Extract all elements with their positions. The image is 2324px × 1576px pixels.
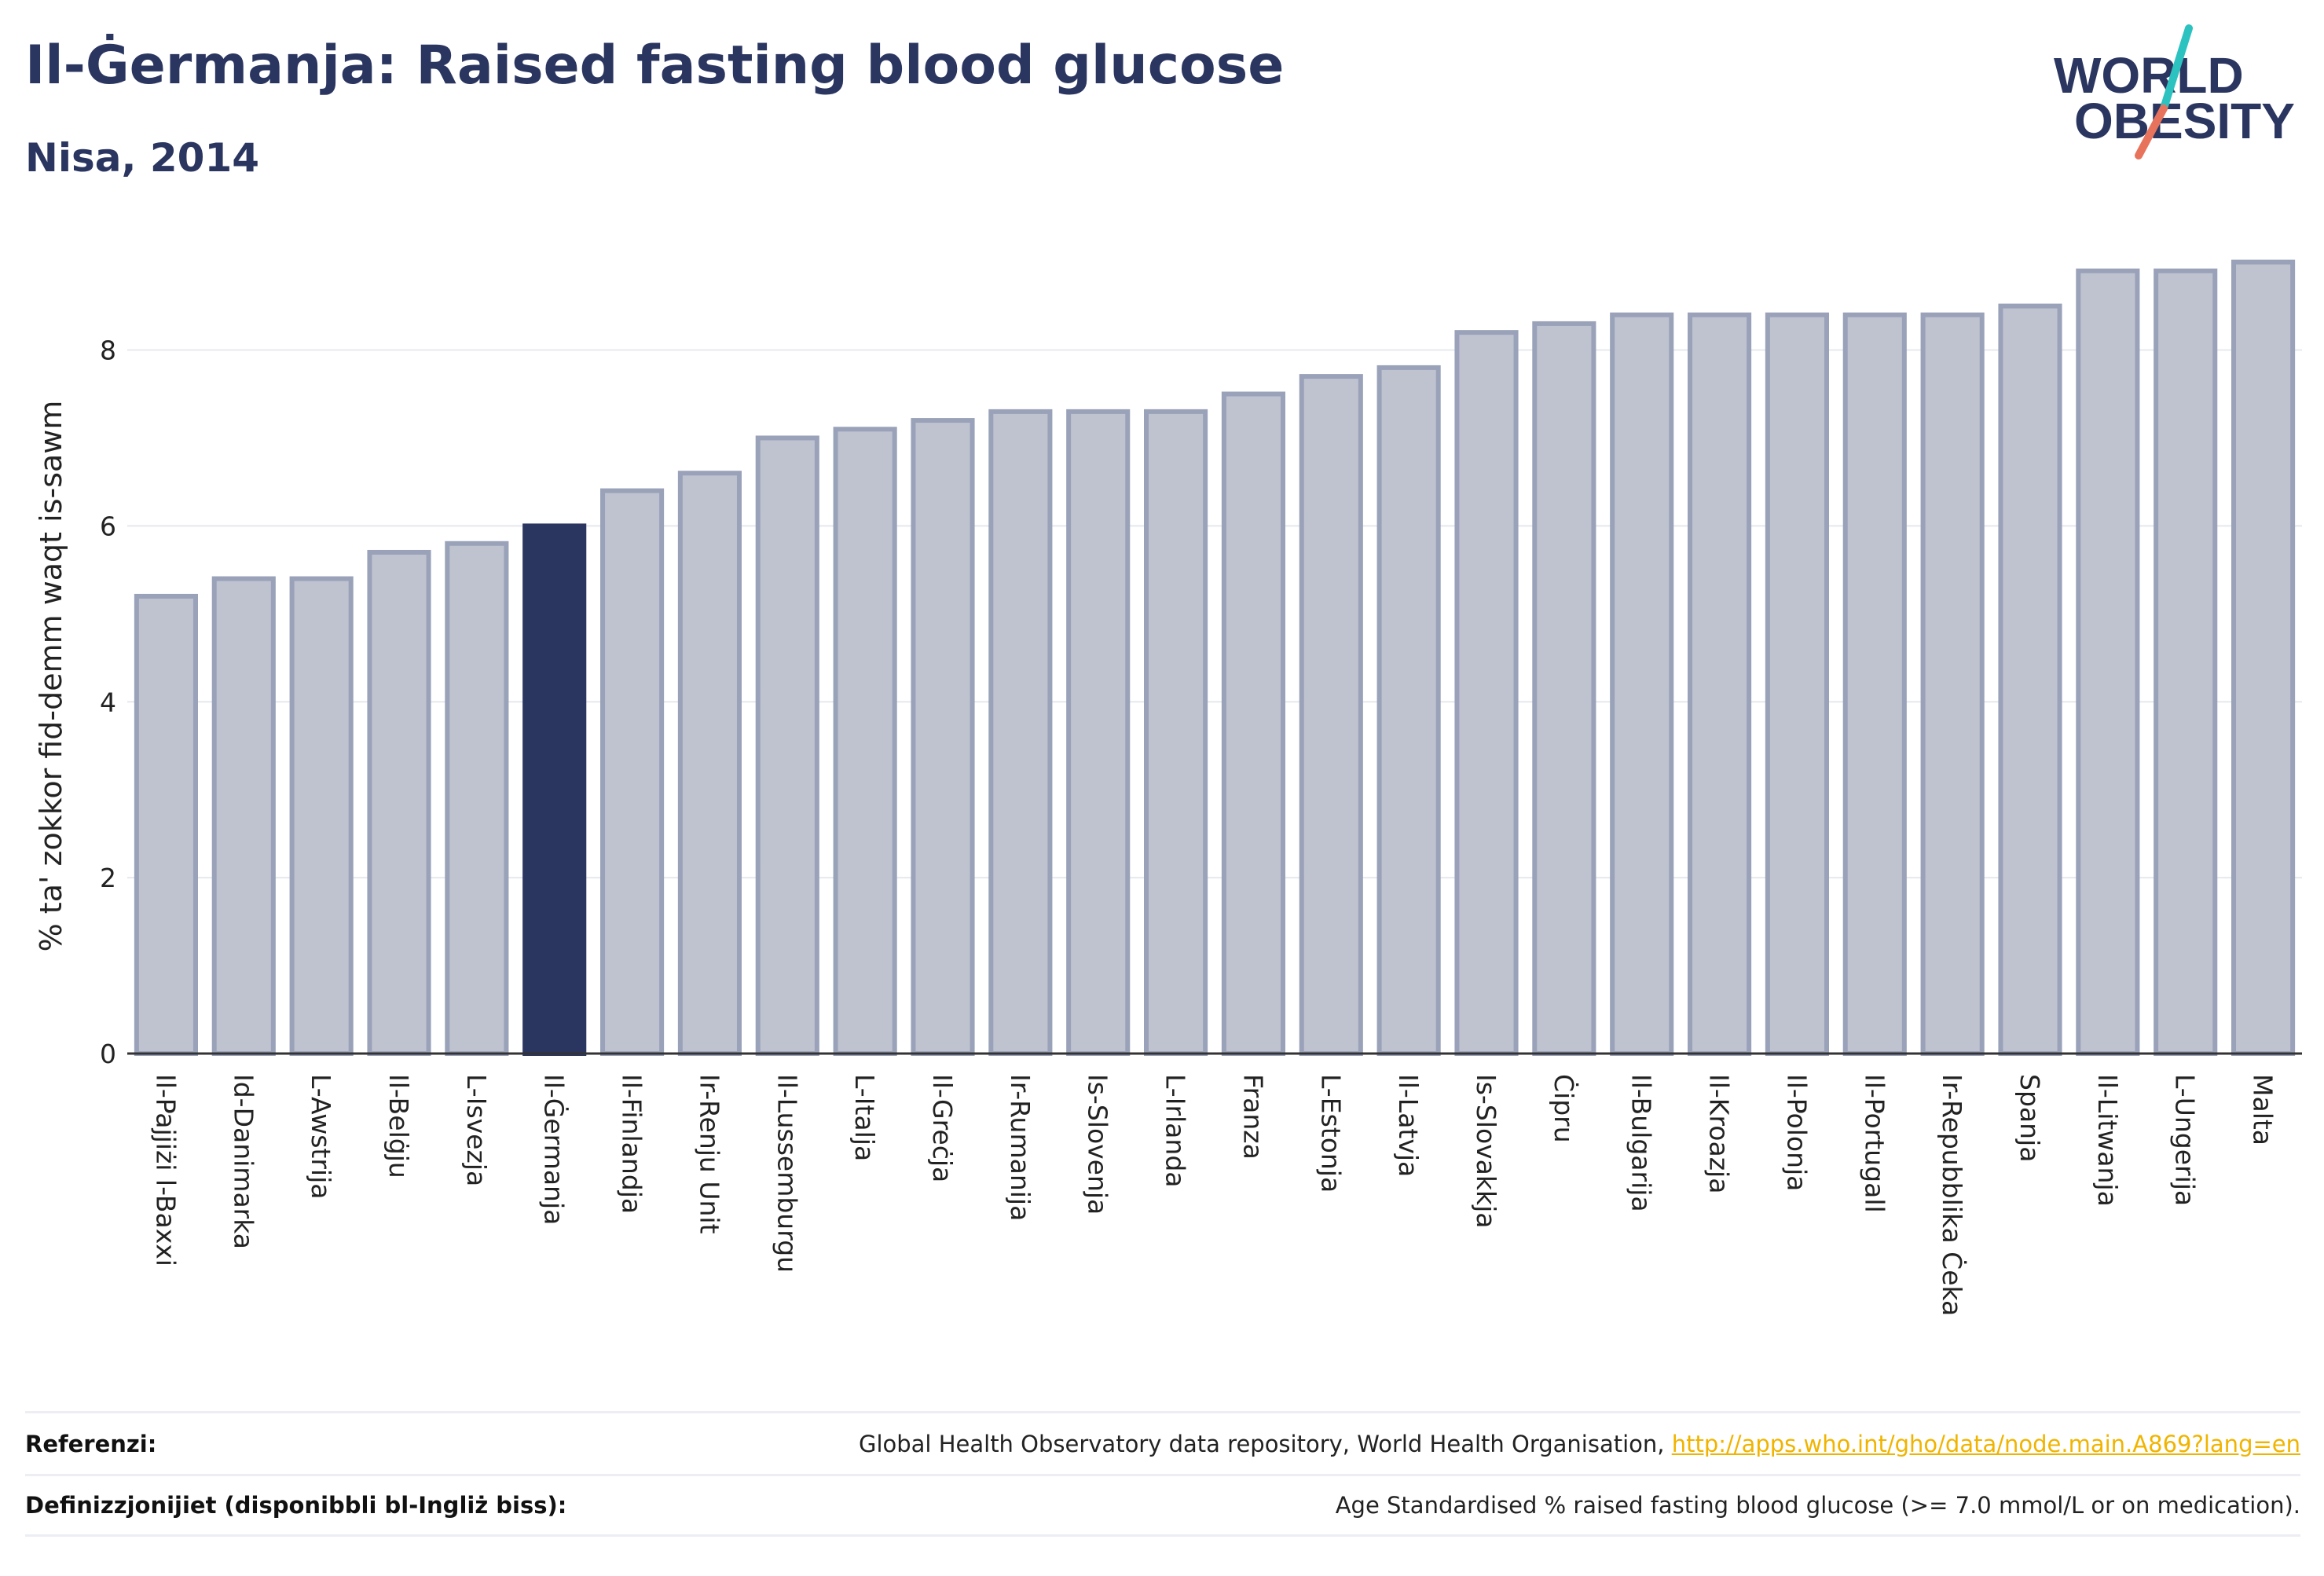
x-tick-label: Malta [2248, 1074, 2278, 1145]
references-link[interactable]: http://apps.who.int/gho/data/node.main.A… [1671, 1430, 2300, 1457]
x-tick-label: Is-Slovenja [1083, 1074, 1113, 1215]
bar-1[interactable] [134, 593, 198, 1056]
bar-21[interactable] [1688, 312, 1752, 1056]
x-tick-label: Spanja [2014, 1074, 2045, 1162]
x-tick-label: L-Estonja [1315, 1074, 1346, 1193]
x-tick-label: Il-Belġju [383, 1074, 414, 1178]
x-tick-label: Il-Bulgarija [1626, 1074, 1657, 1212]
logo-slash-coral [2135, 104, 2168, 159]
bar-7[interactable] [600, 488, 665, 1056]
x-tick-label: Il-Ġermanja [539, 1074, 570, 1225]
bar-26[interactable] [2076, 268, 2140, 1057]
x-tick-label: Il-Portugall [1859, 1074, 1890, 1213]
references-row: Referenzi: Global Health Observatory dat… [25, 1411, 2300, 1474]
x-tick-label: L-Awstrija [306, 1074, 336, 1199]
y-tick-label: 4 [100, 687, 116, 717]
tick-labels: 0 2 4 6 8 % ta' zokkor fid-demm waqt is-sawm I… [34, 335, 2278, 1317]
bar-20[interactable] [1610, 312, 1674, 1056]
logo-line1: WORLD [2054, 47, 2244, 104]
bar-19[interactable] [1532, 321, 1596, 1056]
x-tick-label: L-Italja [849, 1074, 880, 1161]
bar-11[interactable] [911, 418, 975, 1056]
bar-27[interactable] [2154, 268, 2218, 1057]
bar-25[interactable] [1998, 303, 2062, 1056]
bar-9[interactable] [755, 435, 819, 1056]
x-tick-label: Il-Polonja [1781, 1074, 1812, 1191]
bar-5[interactable] [445, 541, 509, 1056]
x-tick-label: Il-Greċja [927, 1074, 958, 1182]
y-tick-label: 2 [100, 863, 116, 893]
x-tick-label: Il-Pajjiżi l-Baxxi [150, 1074, 181, 1266]
bar-2[interactable] [211, 576, 276, 1056]
bar-16[interactable] [1299, 374, 1363, 1056]
x-tick-label: Ir-Repubblika Ċeka [1937, 1074, 1968, 1316]
world-obesity-logo[interactable]: WORLD OBESITY [2051, 22, 2310, 171]
x-tick-label: Is-Slovakkja [1471, 1074, 1501, 1229]
references-label: Referenzi: [25, 1430, 157, 1457]
bar-chart: 0 2 4 6 8 % ta' zokkor fid-demm waqt is-sawm I… [34, 259, 2302, 1317]
x-tick-label: Il-Kroazja [1704, 1074, 1735, 1193]
bar-28[interactable] [2231, 259, 2296, 1057]
logo-slash-teal [2160, 24, 2193, 112]
x-tick-label: Franza [1237, 1074, 1268, 1160]
chart-subtitle: Nisa, 2014 [25, 135, 260, 181]
x-tick-label: Ir-Rumanija [1005, 1074, 1036, 1221]
x-tick-label: Id-Danimarka [228, 1074, 258, 1249]
definitions-label: Definizzjonijiet (disponibbli bl-Ingliż … [25, 1492, 567, 1519]
y-axis-title: % ta' zokkor fid-demm waqt is-sawm [34, 401, 68, 952]
bar-14[interactable] [1144, 409, 1208, 1056]
references-value: Global Health Observatory data repositor… [859, 1431, 2300, 1457]
bar-10[interactable] [833, 427, 897, 1056]
bar-12[interactable] [988, 409, 1053, 1056]
logo-line2: OBESITY [2074, 93, 2295, 149]
definitions-row: Definizzjonijiet (disponibbli bl-Ingliż … [25, 1474, 2300, 1537]
x-tick-label: Il-Latvja [1393, 1074, 1424, 1177]
x-tick-label: L-Irlanda [1160, 1074, 1191, 1188]
bar-23[interactable] [1842, 312, 1907, 1056]
references-text: Global Health Observatory data repositor… [858, 1430, 1672, 1457]
bar-13[interactable] [1066, 409, 1131, 1056]
bars [134, 259, 2296, 1057]
bar-8[interactable] [677, 471, 742, 1056]
bar-22[interactable] [1765, 312, 1829, 1056]
bar-17[interactable] [1376, 365, 1441, 1057]
bar-18[interactable] [1454, 330, 1519, 1056]
bar-15[interactable] [1221, 391, 1285, 1056]
bar-4[interactable] [367, 549, 431, 1056]
bar-24[interactable] [1920, 312, 1985, 1056]
x-tick-label: Il-Finlandja [617, 1074, 647, 1214]
y-tick-label: 6 [100, 511, 116, 541]
x-tick-label: Il-Lussemburgu [772, 1074, 802, 1273]
x-tick-label: Ċipru [1549, 1074, 1580, 1143]
y-tick-label: 0 [100, 1039, 116, 1069]
x-tick-label: Ir-Renju Unit [694, 1074, 724, 1234]
chart-title: Il-Ġermanja: Raised fasting blood glucos… [25, 35, 1285, 97]
x-tick-label: L-Ungerija [2170, 1074, 2201, 1206]
x-tick-label: Il-Litwanja [2092, 1074, 2123, 1207]
definitions-text: Age Standardised % raised fasting blood … [1335, 1492, 2300, 1519]
x-tick-label: L-Isvezja [461, 1074, 492, 1186]
y-tick-label: 8 [100, 335, 116, 366]
bar-6[interactable] [522, 523, 587, 1056]
bar-3[interactable] [289, 576, 354, 1056]
